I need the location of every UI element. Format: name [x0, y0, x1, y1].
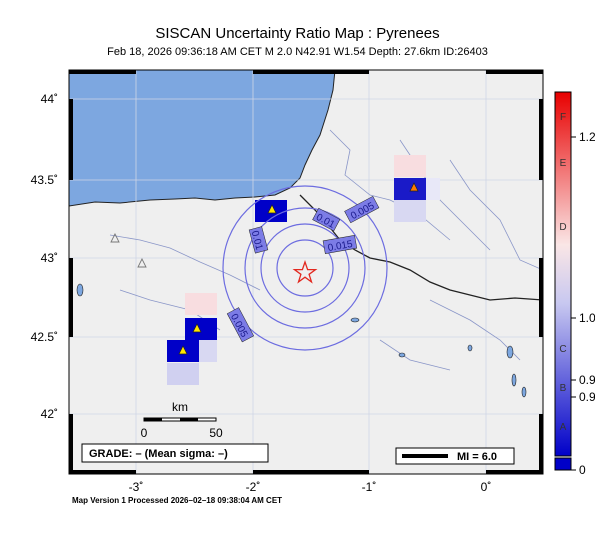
colorbar-letter: E: [560, 158, 567, 169]
map-title: SISCAN Uncertainty Ratio Map : Pyrenees: [155, 25, 440, 42]
colorbar-value: 1.2: [579, 130, 595, 144]
contour-label: 0.01: [249, 230, 265, 252]
footer-processed: Map Version 1 Processed 2026–02–18 09:38…: [72, 496, 283, 505]
y-tick-label: 42˚: [41, 407, 58, 421]
x-tick-label: -1˚: [362, 480, 377, 494]
x-tick-label: -2˚: [246, 480, 261, 494]
mi-box: MI = 6.0: [395, 447, 515, 465]
station-active: [267, 204, 277, 214]
y-tick-label: 43.5˚: [31, 173, 58, 187]
y-tick-label: 44˚: [41, 92, 58, 106]
station-inactive: [137, 257, 147, 268]
colorbar-value: 0.9: [579, 373, 595, 387]
colorbar-value: 0.9: [579, 390, 595, 404]
contours: [222, 185, 388, 351]
event-info: Feb 18, 2026 09:36:18 AM CET M 2.0 N42.9…: [107, 46, 488, 58]
colorbar-letter: A: [560, 422, 567, 433]
y-tick-label: 42.5˚: [31, 330, 58, 344]
contour-label: 0.015: [327, 239, 354, 254]
colorbar-letter: B: [560, 383, 567, 394]
colorbar-letter: C: [559, 344, 566, 355]
y-axis-labels: 44˚ 43.5˚ 43˚ 42.5˚ 42˚: [31, 92, 58, 421]
grid: [69, 70, 543, 474]
lakes: [76, 283, 527, 398]
colorbar-letter: F: [560, 112, 566, 123]
colorbar-value: 1.0: [579, 311, 595, 325]
station-active: [192, 323, 202, 333]
grade-box: GRADE: – (Mean sigma: –): [81, 443, 269, 463]
map-frame: [68, 69, 544, 475]
mi-text: MI = 6.0: [457, 451, 497, 463]
epicenter-star: [292, 259, 318, 284]
stations: [110, 182, 419, 355]
scale-left: 0: [141, 426, 148, 440]
colorbar-value: 0: [579, 463, 586, 477]
scale-title: km: [172, 400, 188, 414]
map-area: 0.005 0.01 0.015 0.01 0.005: [69, 70, 543, 474]
colorbar: F E D C B A 1.2 1.0 0.9 0.9 0: [554, 91, 595, 477]
scale-right: 50: [209, 426, 223, 440]
x-tick-label: 0˚: [481, 480, 492, 494]
grade-text: GRADE: – (Mean sigma: –): [89, 448, 228, 460]
station-active: [178, 345, 188, 355]
station-active-orange: [409, 182, 419, 192]
ratio-cells: [167, 155, 440, 385]
x-tick-label: -3˚: [129, 480, 144, 494]
x-axis-labels: -3˚ -2˚ -1˚ 0˚: [129, 480, 492, 494]
scale-bar: km 0 50: [141, 400, 223, 440]
y-tick-label: 43˚: [41, 251, 58, 265]
colorbar-zero-swatch: [554, 457, 572, 471]
station-inactive: [110, 232, 120, 243]
colorbar-letter: D: [559, 222, 566, 233]
